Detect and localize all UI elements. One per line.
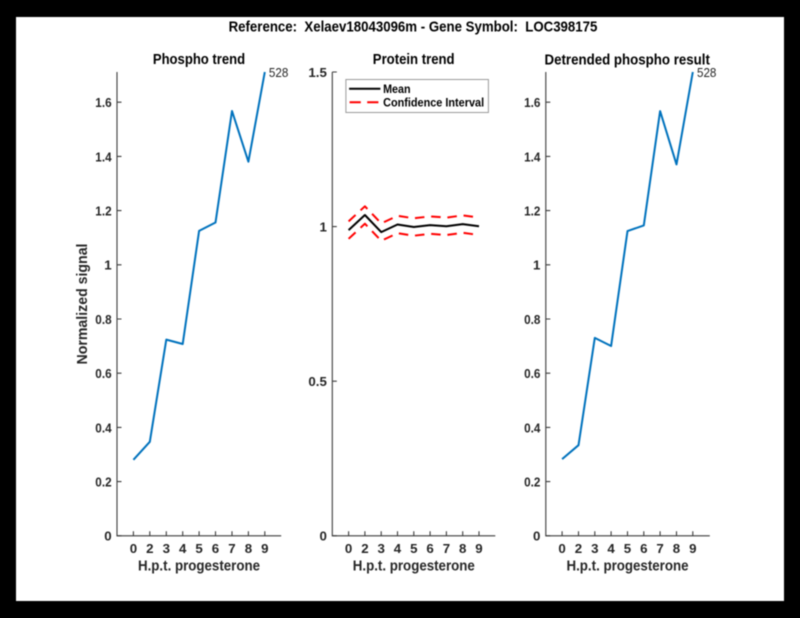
- svg-text:Confidence Interval: Confidence Interval: [383, 96, 484, 110]
- svg-text:1: 1: [104, 258, 112, 273]
- svg-text:H.p.t. progesterone: H.p.t. progesterone: [138, 558, 260, 574]
- svg-text:7: 7: [228, 541, 235, 556]
- svg-text:7: 7: [656, 541, 663, 556]
- svg-text:0: 0: [533, 529, 540, 544]
- svg-text:8: 8: [459, 541, 466, 556]
- svg-text:1: 1: [319, 219, 327, 234]
- svg-text:9: 9: [261, 541, 268, 556]
- svg-text:6: 6: [640, 541, 647, 556]
- svg-text:3: 3: [163, 541, 170, 556]
- svg-text:4: 4: [394, 541, 402, 556]
- svg-text:5: 5: [410, 541, 418, 556]
- svg-text:0.4: 0.4: [524, 420, 541, 435]
- svg-text:2: 2: [146, 541, 153, 556]
- svg-text:5: 5: [195, 541, 203, 556]
- svg-text:9: 9: [689, 541, 696, 556]
- svg-text:0: 0: [345, 541, 352, 556]
- svg-text:8: 8: [673, 541, 680, 556]
- svg-text:0: 0: [130, 541, 137, 556]
- svg-text:Protein trend: Protein trend: [373, 52, 455, 68]
- svg-text:0.2: 0.2: [524, 474, 540, 489]
- svg-text:528: 528: [269, 65, 288, 80]
- svg-text:1.5: 1.5: [308, 65, 327, 80]
- svg-text:Mean: Mean: [383, 82, 411, 96]
- svg-text:4: 4: [179, 541, 187, 556]
- svg-text:8: 8: [245, 541, 252, 556]
- svg-text:1.6: 1.6: [524, 95, 540, 110]
- svg-text:Detrended phospho result: Detrended phospho result: [545, 52, 710, 68]
- svg-text:0.8: 0.8: [524, 312, 540, 327]
- svg-text:4: 4: [607, 541, 615, 556]
- svg-text:9: 9: [475, 541, 482, 556]
- svg-text:0.2: 0.2: [95, 474, 111, 489]
- svg-text:0: 0: [104, 529, 111, 544]
- svg-text:1.4: 1.4: [524, 149, 541, 164]
- svg-text:0.5: 0.5: [308, 374, 327, 389]
- svg-text:2: 2: [575, 541, 582, 556]
- svg-text:5: 5: [624, 541, 632, 556]
- svg-text:2: 2: [361, 541, 368, 556]
- svg-text:528: 528: [697, 65, 716, 80]
- svg-text:0.4: 0.4: [95, 420, 112, 435]
- svg-text:0.6: 0.6: [95, 366, 111, 381]
- svg-text:3: 3: [377, 541, 384, 556]
- svg-text:6: 6: [426, 541, 433, 556]
- svg-text:0.8: 0.8: [95, 312, 111, 327]
- svg-text:3: 3: [591, 541, 598, 556]
- svg-text:1.4: 1.4: [95, 149, 112, 164]
- svg-text:6: 6: [212, 541, 219, 556]
- svg-text:Phospho trend: Phospho trend: [153, 52, 245, 68]
- svg-text:1.6: 1.6: [95, 95, 111, 110]
- svg-text:Reference: Xelaev18043096m -: Reference: Xelaev18043096m - Gene Symbol…: [229, 20, 598, 36]
- svg-text:1.2: 1.2: [95, 203, 111, 218]
- svg-text:0.6: 0.6: [524, 366, 540, 381]
- svg-text:1: 1: [533, 258, 541, 273]
- svg-text:0: 0: [558, 541, 565, 556]
- svg-text:H.p.t. progesterone: H.p.t. progesterone: [567, 558, 689, 574]
- svg-text:H.p.t. progesterone: H.p.t. progesterone: [353, 558, 475, 574]
- svg-text:0: 0: [319, 529, 326, 544]
- svg-text:7: 7: [443, 541, 450, 556]
- svg-text:1.2: 1.2: [524, 203, 540, 218]
- svg-text:Normalized signal: Normalized signal: [75, 244, 91, 365]
